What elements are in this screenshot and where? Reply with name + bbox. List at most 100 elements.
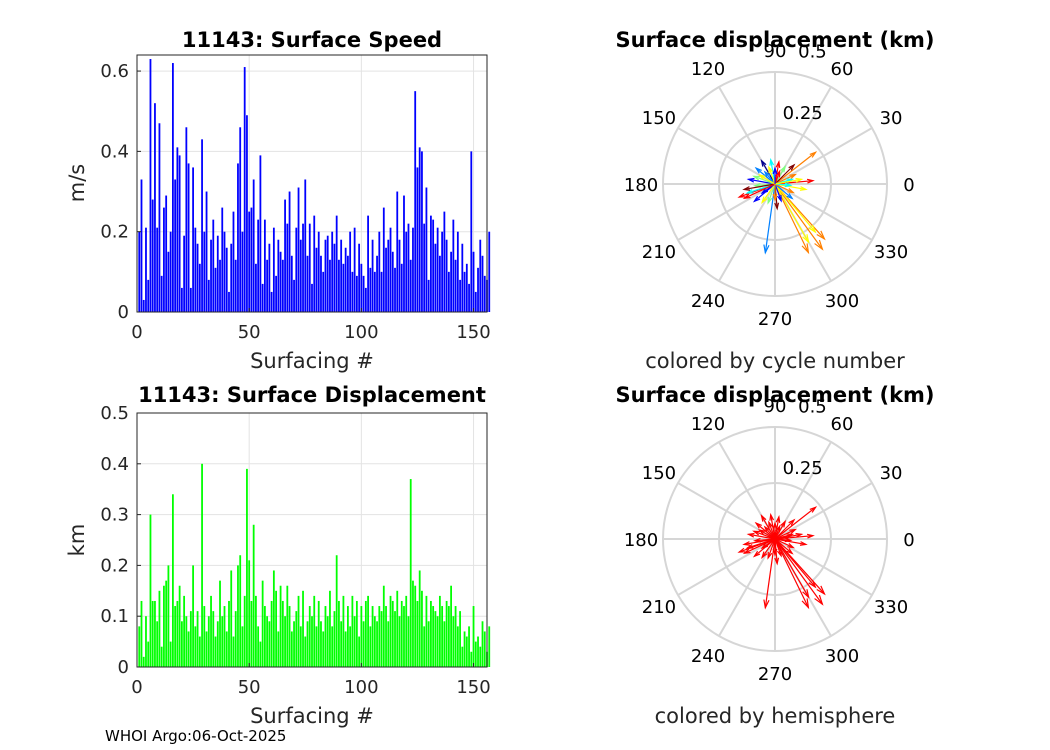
displacement-bar xyxy=(394,611,396,667)
speed-bar xyxy=(311,283,313,312)
polar-hemisphere-arrow-head xyxy=(789,528,798,535)
polar-cycle-arrow-head xyxy=(795,177,804,183)
displacement-bar xyxy=(367,595,369,667)
polar-cycle-arrow-head xyxy=(760,159,767,167)
polar-hemisphere-angle-label: 120 xyxy=(691,414,725,435)
speed-bars xyxy=(138,59,491,312)
polar-cycle-arrow-head xyxy=(802,234,810,244)
polar-hemisphere-arrow-head xyxy=(768,520,774,529)
displacement-bar xyxy=(239,555,242,667)
displacement-bar xyxy=(207,616,210,667)
displacement-bar xyxy=(459,611,461,667)
displacement-bar xyxy=(461,646,464,667)
polar-hemisphere-angle-label: 330 xyxy=(874,597,908,618)
displacement-bar xyxy=(403,606,405,667)
speed-bar xyxy=(438,255,441,312)
displacement-bar xyxy=(425,595,428,667)
speed-ytick-label: 0 xyxy=(118,302,129,323)
polar-cycle-angle-label: 0 xyxy=(903,175,914,196)
displacement-bar xyxy=(210,595,212,667)
displacement-bar xyxy=(481,621,484,667)
displacement-bar xyxy=(329,590,331,667)
displacement-bar xyxy=(221,616,224,667)
polar-hemisphere-arrow-head xyxy=(742,548,751,555)
speed-bar xyxy=(246,115,248,312)
speed-bar xyxy=(398,239,401,312)
displacement-bar xyxy=(178,585,181,667)
speed-bar xyxy=(335,215,338,312)
polar-cycle-arrow-head xyxy=(809,151,818,158)
speed-ylabel: m/s xyxy=(65,164,89,202)
speed-bar xyxy=(391,251,394,312)
displacement-bars xyxy=(138,463,491,667)
polar-hemisphere-arrow-shaft xyxy=(774,538,791,541)
speed-bar xyxy=(176,147,179,312)
displacement-bar xyxy=(266,616,269,667)
speed-bar xyxy=(394,267,396,312)
speed-bar xyxy=(147,279,150,312)
polar-cycle-arrow-head xyxy=(814,239,824,251)
speed-bar xyxy=(281,259,284,312)
displacement-bar xyxy=(436,616,439,667)
displacement-bar xyxy=(317,600,320,667)
speed-bar xyxy=(174,179,177,312)
polar-hemisphere-arrow-shaft xyxy=(774,526,781,540)
polar-cycle-arrow-shaft xyxy=(774,183,791,186)
displacement-bar xyxy=(259,641,262,667)
displacement-bar xyxy=(432,606,435,667)
displacement-bar xyxy=(347,606,349,667)
speed-bar xyxy=(472,251,475,312)
displacement-bar xyxy=(257,626,260,667)
displacement-bar xyxy=(447,606,450,667)
displacement-bar xyxy=(203,606,206,667)
polar-cycle-angle-label: 240 xyxy=(691,291,725,312)
polar-hemisphere-arrow-shaft xyxy=(755,522,776,540)
polar-hemisphere-arrow-head xyxy=(799,541,808,546)
speed-bar xyxy=(432,219,435,312)
speed-bar xyxy=(214,267,217,312)
polar-hemisphere-arrow-head xyxy=(774,557,780,566)
speed-bar xyxy=(468,283,470,312)
displacement-ytick-label: 0 xyxy=(118,657,129,678)
polar-cycle-arrow-shaft xyxy=(767,183,776,204)
speed-bar xyxy=(479,239,482,312)
polar-cycle-arrow-shaft xyxy=(748,178,776,185)
speed-bar xyxy=(259,155,262,312)
polar-hemisphere-arrow-head xyxy=(737,547,746,553)
displacement-bar xyxy=(138,626,141,667)
displacement-bar xyxy=(479,646,482,667)
displacement-bar xyxy=(376,621,378,667)
speed-bar xyxy=(140,179,143,312)
speed-bar xyxy=(286,223,289,312)
polar-hemisphere-arrow-shaft xyxy=(748,533,776,540)
polar-cycle-arrow-head xyxy=(737,192,746,198)
displacement-bar xyxy=(315,626,318,667)
polar-hemisphere-arrow-head xyxy=(754,521,762,529)
displacement-bar xyxy=(149,514,152,667)
displacement-bar xyxy=(389,595,392,667)
polar-hemisphere-arrow-head xyxy=(752,530,760,536)
displacement-bar xyxy=(160,646,163,667)
speed-bar xyxy=(382,207,385,312)
polar-hemisphere-arrow-shaft xyxy=(761,515,776,540)
polar-cycle-angle-label: 270 xyxy=(758,309,792,330)
polar-cycle-arrow-head xyxy=(786,192,794,200)
displacement-bar xyxy=(472,606,475,667)
speed-bar xyxy=(450,251,452,312)
polar-cycle-arrow-shaft xyxy=(774,183,793,199)
displacement-bar xyxy=(212,611,215,667)
speed-bar xyxy=(239,127,242,312)
polar-cycle-arrow-head xyxy=(763,244,770,255)
polar-hemisphere-arrow-shaft xyxy=(774,533,802,540)
polar-hemisphere-arrow-head xyxy=(814,594,824,606)
speed-bar xyxy=(295,227,298,312)
polar-cycle-spoke xyxy=(774,183,873,241)
speed-bar xyxy=(194,227,197,312)
displacement-bar xyxy=(313,595,316,667)
speed-bar xyxy=(212,219,215,312)
speed-bar xyxy=(387,239,390,312)
speed-bar xyxy=(483,275,486,312)
polar-cycle-chart: Surface displacement (km) 0 30 60 90 120 150 1… xyxy=(615,28,934,373)
displacement-bar xyxy=(308,606,311,667)
polar-hemisphere-arrow-shaft xyxy=(774,528,796,540)
